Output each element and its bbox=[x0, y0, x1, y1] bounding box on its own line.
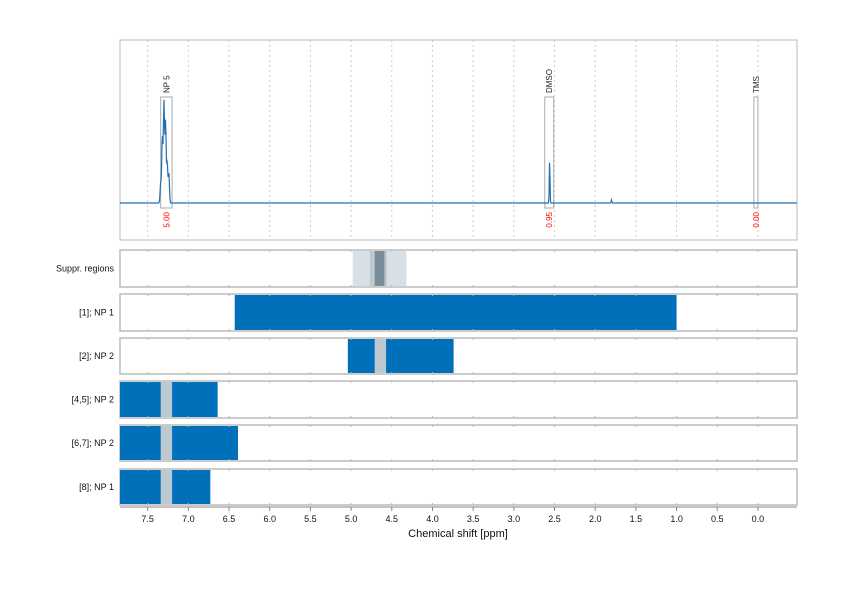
overlap-band bbox=[160, 426, 173, 460]
overlap-band bbox=[374, 339, 387, 373]
integral-label: 0.00 bbox=[752, 211, 761, 227]
x-tick-label: 5.5 bbox=[304, 514, 317, 524]
x-tick-label: 3.0 bbox=[508, 514, 521, 524]
peak-box bbox=[160, 96, 173, 209]
x-tick-label: 1.5 bbox=[630, 514, 643, 524]
x-tick-label: 6.5 bbox=[223, 514, 236, 524]
row-panel bbox=[119, 380, 798, 419]
peak-box bbox=[544, 96, 555, 209]
x-tick-label: 0.5 bbox=[711, 514, 724, 524]
row-label: [2]; NP 2 bbox=[79, 351, 114, 361]
x-tick-label: 5.0 bbox=[345, 514, 358, 524]
row-panel bbox=[119, 337, 798, 375]
x-tick-label: 4.0 bbox=[426, 514, 439, 524]
overlap-band bbox=[160, 470, 173, 504]
signal-bar bbox=[234, 295, 677, 330]
row-label: [1]; NP 1 bbox=[79, 308, 114, 318]
x-tick-label: 2.5 bbox=[548, 514, 561, 524]
row-label: [8]; NP 1 bbox=[79, 482, 114, 492]
x-axis-label: Chemical shift [ppm] bbox=[408, 528, 508, 540]
x-tick-label: 2.0 bbox=[589, 514, 602, 524]
peak-label: DMSO bbox=[545, 69, 554, 93]
x-tick-label: 4.5 bbox=[386, 514, 399, 524]
peak-label: TMS bbox=[752, 76, 761, 93]
integral-label: 0.95 bbox=[545, 211, 554, 227]
row-label: [4,5]; NP 2 bbox=[72, 395, 114, 405]
row-label: [6,7]; NP 2 bbox=[72, 438, 114, 448]
x-tick-label: 1.0 bbox=[670, 514, 683, 524]
row-label: Suppr. regions bbox=[56, 264, 115, 274]
x-tick-label: 6.0 bbox=[263, 514, 276, 524]
x-tick-label: 3.5 bbox=[467, 514, 480, 524]
signal-bar bbox=[347, 339, 454, 373]
overlap-band bbox=[160, 382, 173, 417]
x-tick-label: 7.5 bbox=[141, 514, 154, 524]
row-panel bbox=[119, 468, 798, 506]
integral-label: 5.00 bbox=[162, 211, 171, 227]
row-panel bbox=[119, 249, 798, 288]
suppression-band bbox=[374, 251, 385, 286]
x-tick-label: 7.0 bbox=[182, 514, 195, 524]
spectrum-line bbox=[120, 99, 797, 204]
spectrum-panel bbox=[119, 39, 798, 241]
signal-bar bbox=[120, 426, 238, 460]
x-tick-label: 0.0 bbox=[752, 514, 765, 524]
peak-box bbox=[753, 96, 759, 209]
peak-label: NP 5 bbox=[162, 75, 171, 93]
